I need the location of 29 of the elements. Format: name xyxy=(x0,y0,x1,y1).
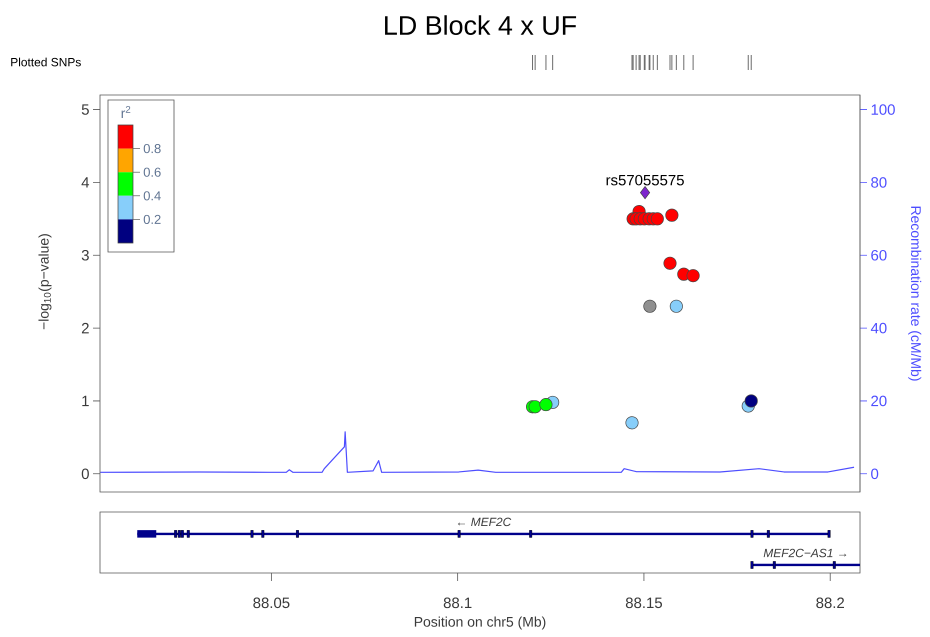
y-tick-label: 0 xyxy=(82,468,89,480)
annotation: rs57055575 xyxy=(606,174,684,186)
x-tick-label: 88.15 xyxy=(626,598,662,608)
y2-tick-label: 40 xyxy=(870,322,887,334)
annotation: MEF2C−AS1 → xyxy=(764,548,846,558)
y2-tick-label: 80 xyxy=(871,177,887,188)
x-tick-label: 88.1 xyxy=(444,598,472,608)
annotation: ← MEF2C xyxy=(458,518,512,526)
y-axis-title: −log$_{10}$(p−value) xyxy=(38,234,52,330)
chart-title: LD Block 4 x UF xyxy=(385,15,576,35)
y-tick-label: 3 xyxy=(82,250,89,261)
text: Plotted SNPs xyxy=(11,58,81,66)
annotation: 0.8 xyxy=(144,144,161,154)
y2-tick-label: 100 xyxy=(872,104,895,115)
y-tick-label: 1 xyxy=(82,396,89,406)
x-tick-label: 88.2 xyxy=(816,598,844,608)
y2-axis-title: Recombination rate (cM/Mb) xyxy=(908,206,922,381)
color-bar-title: r$^{2}$ xyxy=(122,106,130,118)
y2-tick-label: 0 xyxy=(871,468,878,480)
y-tick-label: 2 xyxy=(82,322,89,334)
y2-tick-label: 20 xyxy=(871,396,887,406)
annotation: 0.2 xyxy=(144,214,161,224)
annotation: 0.6 xyxy=(144,168,161,177)
y-tick-label: 5 xyxy=(82,104,89,115)
annotation: 0.4 xyxy=(144,191,161,200)
x-axis-title: Position on chr5 (Mb) xyxy=(414,616,546,630)
y-tick-label: 4 xyxy=(82,177,90,188)
y2-tick-label: 60 xyxy=(871,250,887,261)
x-tick-label: 88.05 xyxy=(253,598,290,608)
